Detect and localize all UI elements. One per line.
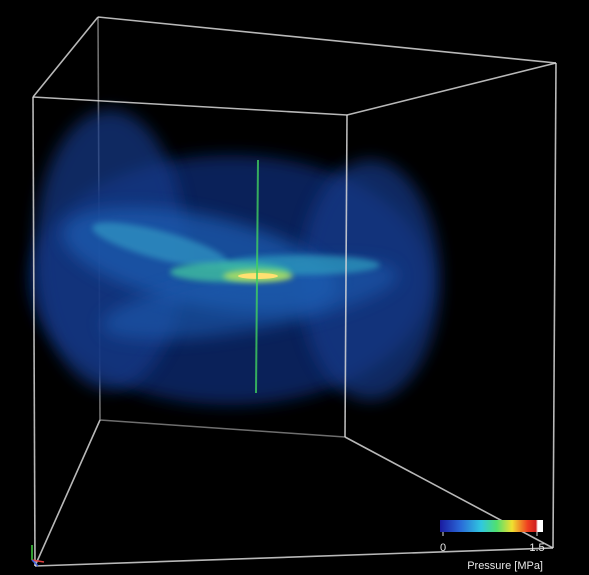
colorbar	[440, 520, 543, 532]
colorbar-tick-label: 1.5	[529, 542, 544, 554]
colorbar-tick-label: 0	[440, 542, 446, 554]
colorbar-title: Pressure [MPa]	[467, 560, 543, 572]
page: {"colorbar": {"title": "Pressure [MPa]",…	[0, 0, 589, 575]
volume-render-view: Pressure [MPa] 0 1.5	[0, 0, 589, 575]
